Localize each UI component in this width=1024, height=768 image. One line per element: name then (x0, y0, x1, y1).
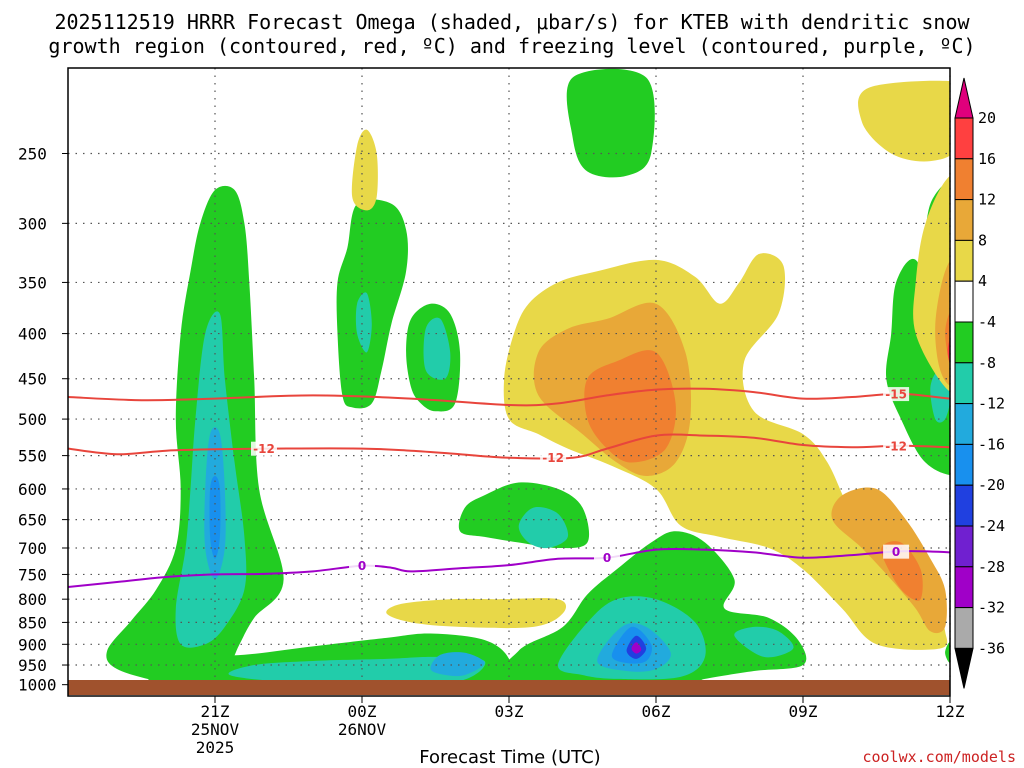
colorbar-band (954, 403, 974, 445)
y-tick-label: 500 (18, 410, 47, 429)
chart-title-line-1: 2025112519 HRRR Forecast Omega (shaded, … (54, 10, 970, 34)
omega-region-ascent-10z-top (858, 80, 950, 162)
contour-label: 0 (603, 551, 611, 565)
y-tick-label: 900 (18, 635, 47, 654)
x-tick-label: 06Z (642, 702, 671, 721)
contour-freezing-level (68, 547, 950, 588)
colorbar-band (954, 362, 974, 405)
colorbar-band (954, 566, 974, 609)
x-tick-label: 25NOV (191, 720, 240, 739)
omega-region-descent-12z-low (945, 642, 950, 663)
contour-label: -12 (885, 439, 907, 453)
contour-label-bg (883, 387, 910, 402)
omega-region-descent-lowlevel-inner (430, 652, 485, 677)
colorbar-label: 12 (978, 191, 996, 209)
x-tick-label: 00Z (348, 702, 377, 721)
colorbar-label: -16 (978, 435, 1005, 453)
colorbar-band (954, 239, 974, 282)
contour-label: -12 (253, 442, 275, 456)
y-tick-label: 800 (18, 590, 47, 609)
y-tick-label: 600 (18, 480, 47, 499)
colorbar-label: 20 (978, 109, 996, 127)
x-tick-label: 21Z (201, 702, 230, 721)
omega-region-ascent-12z-upper-core1 (935, 260, 950, 386)
colorbar-label: -32 (978, 599, 1005, 617)
y-tick-label: 450 (18, 370, 47, 389)
colorbar-label: -24 (978, 517, 1005, 535)
y-tick-label: 250 (18, 144, 47, 163)
y-tick-label: 850 (18, 613, 47, 632)
y-tick-label: 650 (18, 511, 47, 530)
omega-region-descent-05z-upper (566, 68, 655, 178)
x-tick-label: 09Z (789, 702, 818, 721)
colorbar-band (954, 158, 974, 201)
omega-region-ascent-02z-low (386, 598, 567, 629)
y-tick-label: 400 (18, 325, 47, 344)
contour-dgz--12 (68, 433, 950, 460)
contour-label-bg (540, 450, 567, 465)
colorbar-top-arrow (954, 77, 974, 119)
y-tick-label: 750 (18, 565, 47, 584)
colorbar-band (954, 484, 974, 527)
contour-label: 0 (892, 545, 900, 559)
colorbar-band (954, 443, 974, 486)
colorbar-band (954, 525, 974, 568)
x-axis-title: Forecast Time (UTC) (419, 747, 601, 768)
contour-label-bg (883, 544, 910, 559)
x-tick-label: 26NOV (338, 720, 387, 739)
colorbar-band (954, 280, 974, 323)
y-tick-label: 1000 (18, 676, 57, 695)
colorbar-label: -12 (978, 395, 1005, 413)
colorbar-label: 8 (978, 231, 987, 249)
omega-region-descent-07z-lowlobe (734, 626, 794, 658)
colorbar-label: -28 (978, 558, 1005, 576)
contour-dgz--15 (68, 387, 950, 407)
colorbar-label: -4 (978, 313, 996, 331)
colorbar-band (954, 607, 974, 649)
omega-region-ascent-23z-upper (351, 129, 378, 211)
credit-link[interactable]: coolwx.com/models (862, 748, 1016, 766)
colorbar-label: -36 (978, 639, 1005, 657)
x-tick-label: 2025 (196, 738, 235, 757)
y-tick-label: 350 (18, 273, 47, 292)
colorbar-band (954, 321, 974, 364)
colorbar-band (954, 199, 974, 241)
contour-label-bg (349, 558, 375, 573)
x-tick-label: 03Z (495, 702, 524, 721)
chart-title-line-2: growth region (contoured, red, ºC) and f… (48, 34, 976, 58)
omega-region-descent-05z-low-core5 (631, 642, 642, 654)
contour-label: 0 (358, 559, 366, 573)
y-tick-label: 950 (18, 656, 47, 675)
contour-label-bg (594, 550, 620, 565)
colorbar-label: -8 (978, 354, 996, 372)
omega-region-descent-21z-peak (209, 476, 221, 559)
colorbar-label: 4 (978, 272, 987, 290)
contour-label: -15 (885, 388, 907, 402)
contour-label-bg (883, 438, 910, 453)
y-tick-label: 300 (18, 214, 47, 233)
omega-region-descent-00z-upper-core (355, 292, 372, 353)
ground-bar (68, 680, 950, 695)
colorbar-label: -20 (978, 476, 1005, 494)
colorbar-label: 16 (978, 150, 996, 168)
y-tick-label: 550 (18, 447, 47, 466)
x-tick-label: 12Z (936, 702, 965, 721)
contour-label: -12 (542, 451, 564, 465)
contour-label-bg (251, 441, 277, 456)
colorbar-band (954, 117, 974, 160)
omega-region-descent-lowlevel-core (228, 656, 486, 680)
y-tick-label: 700 (18, 539, 47, 558)
omega-region-descent-02z-mid-core (518, 507, 569, 549)
omega-region-descent-00z-upper (336, 199, 408, 409)
colorbar-bottom-arrow (954, 647, 974, 689)
